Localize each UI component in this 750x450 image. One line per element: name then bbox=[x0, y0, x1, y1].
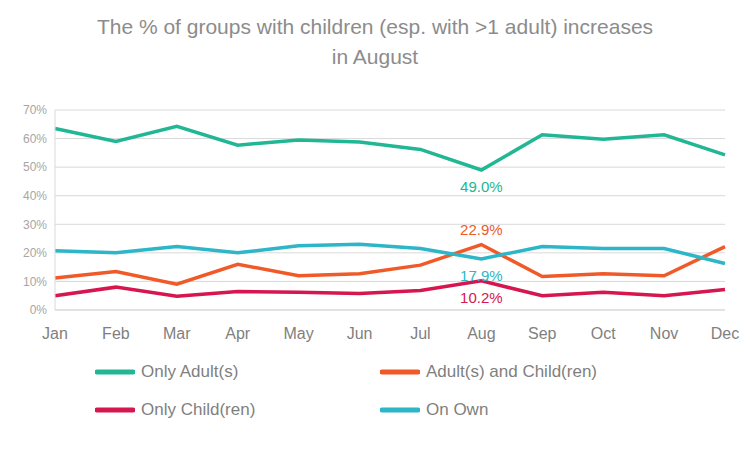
svg-text:10.2%: 10.2% bbox=[460, 289, 503, 306]
svg-text:Jul: Jul bbox=[410, 325, 430, 342]
html-text:Only Child(ren): Only Child(ren) bbox=[141, 400, 256, 419]
svg-text:60%: 60% bbox=[23, 132, 47, 146]
svg-text:Nov: Nov bbox=[650, 325, 678, 342]
svg-text:50%: 50% bbox=[23, 160, 47, 174]
html-text:Only Adult(s): Only Adult(s) bbox=[141, 362, 239, 381]
svg-text:Oct: Oct bbox=[591, 325, 616, 342]
svg-text:Aug: Aug bbox=[467, 325, 495, 342]
svg-text:Apr: Apr bbox=[225, 325, 251, 342]
html-text:On Own: On Own bbox=[426, 400, 489, 419]
svg-text:Feb: Feb bbox=[102, 325, 130, 342]
svg-text:Jun: Jun bbox=[347, 325, 373, 342]
svg-text:0%: 0% bbox=[30, 303, 48, 317]
svg-text:Sep: Sep bbox=[528, 325, 557, 342]
svg-text:Mar: Mar bbox=[163, 325, 191, 342]
html-text:Adult(s) and Child(ren): Adult(s) and Child(ren) bbox=[426, 362, 597, 381]
svg-text:Dec: Dec bbox=[711, 325, 739, 342]
svg-text:17.9%: 17.9% bbox=[460, 267, 503, 284]
svg-text:70%: 70% bbox=[23, 103, 47, 117]
svg-text:May: May bbox=[284, 325, 314, 342]
svg-text:Jan: Jan bbox=[42, 325, 68, 342]
svg-text:49.0%: 49.0% bbox=[460, 178, 503, 195]
svg-text:40%: 40% bbox=[23, 189, 47, 203]
svg-text:10%: 10% bbox=[23, 275, 47, 289]
svg-text:20%: 20% bbox=[23, 246, 47, 260]
html-text:The % of groups with children: The % of groups with children (esp. with… bbox=[96, 15, 654, 68]
svg-text:30%: 30% bbox=[23, 218, 47, 232]
svg-text:22.9%: 22.9% bbox=[460, 221, 503, 238]
